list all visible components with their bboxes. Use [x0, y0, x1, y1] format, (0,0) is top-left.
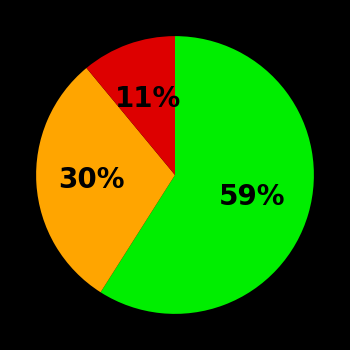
- Text: 11%: 11%: [114, 85, 181, 113]
- Wedge shape: [36, 68, 175, 292]
- Wedge shape: [86, 36, 175, 175]
- Wedge shape: [100, 36, 314, 314]
- Text: 30%: 30%: [58, 166, 125, 194]
- Text: 59%: 59%: [219, 183, 286, 211]
